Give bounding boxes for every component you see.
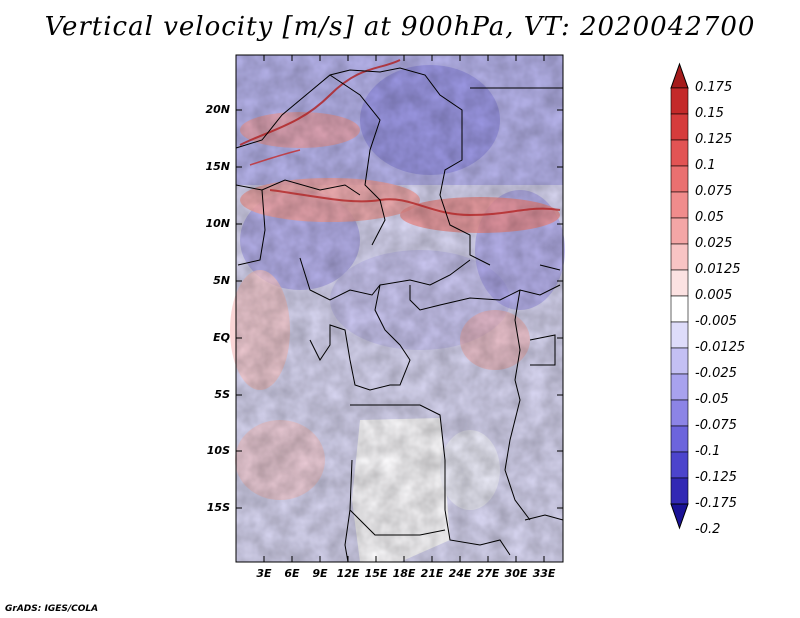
colorbar-level-label: 0.15 [695,106,724,121]
footer-credit: GrADS: IGES/COLA [5,604,99,614]
colorbar-level-label: 0.1 [695,158,716,173]
colorbar-level-label: -0.125 [695,470,737,485]
lon-label: 15E [364,567,388,580]
colorbar-level-label: 0.05 [695,210,724,225]
colorbar-top-arrow [670,62,689,89]
colorbar-segment [670,217,689,245]
lat-label: 5N [213,274,230,287]
colorbar-level-label: -0.075 [695,418,737,433]
colorbar-level-label: -0.175 [695,496,737,511]
lon-label: 3E [256,567,272,580]
map-frame [235,54,564,563]
colorbar-segment [670,295,689,323]
colorbar-level-label: 0.125 [695,132,733,147]
colorbar-level-label: 0.075 [695,184,733,199]
lat-label: 15N [205,160,230,173]
colorbar-segment [670,477,689,505]
lat-label: 10N [205,217,230,230]
colorbar-bottom-arrow [670,503,689,530]
colorbar-level-label: -0.005 [695,314,737,329]
colorbar [670,62,689,530]
lon-label: 33E [532,567,556,580]
colorbar-segment [670,321,689,349]
colorbar-level-label: 0.175 [695,80,733,95]
colorbar-level-label: 0.025 [695,236,733,251]
colorbar-segment [670,191,689,219]
lon-label: 30E [504,567,528,580]
colorbar-level-label: -0.025 [695,366,737,381]
map-title: Vertical velocity [m/s] at 900hPa, VT: 2… [44,12,756,42]
colorbar-segment [670,243,689,271]
colorbar-level-label: 0.0125 [695,262,741,277]
lon-label: 21E [420,567,444,580]
country-borders [235,67,564,563]
colorbar-segment [670,425,689,453]
lat-label: 5S [214,388,230,401]
colorbar-segment [670,451,689,479]
axis-ticks [236,55,563,562]
colorbar-segment [670,87,689,115]
lat-label: 10S [206,444,230,457]
colorbar-level-label: -0.2 [695,522,721,537]
colorbar-level-label: -0.05 [695,392,729,407]
lon-label: 12E [336,567,360,580]
lon-label: 27E [476,567,500,580]
colorbar-segment [670,165,689,193]
lat-label: 15S [206,501,230,514]
colorbar-level-label: -0.0125 [695,340,746,355]
map-field [230,55,565,562]
lon-label: 9E [312,567,328,580]
lon-label: 18E [392,567,416,580]
lon-label: 6E [284,567,300,580]
colorbar-segment [670,113,689,141]
colorbar-level-label: -0.1 [695,444,721,459]
colorbar-segment [670,399,689,427]
lat-label: 20N [205,103,230,116]
colorbar-segment [670,139,689,167]
lon-label: 24E [448,567,472,580]
colorbar-level-label: 0.005 [695,288,733,303]
colorbar-segment [670,269,689,297]
lat-label: EQ [213,331,230,344]
colorbar-segment [670,347,689,375]
colorbar-segment [670,373,689,401]
